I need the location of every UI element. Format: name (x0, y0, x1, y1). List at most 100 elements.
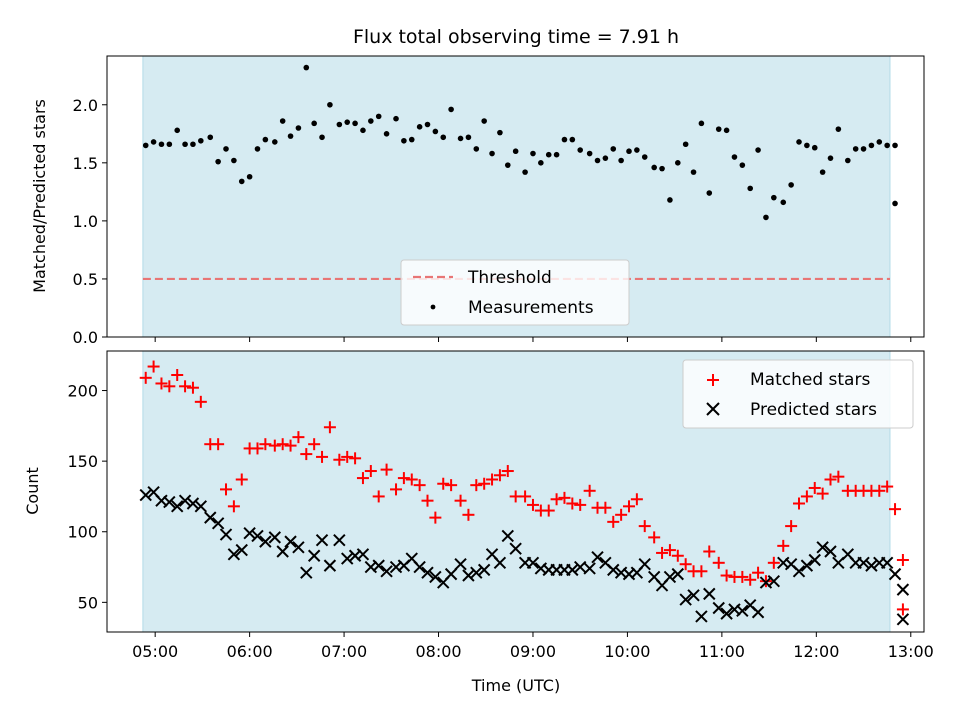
matched-star-point (558, 491, 571, 504)
measurement-point (641, 154, 648, 160)
matched-star-point (712, 556, 725, 569)
top-axes-frame (106, 55, 925, 338)
measurement-point (383, 130, 390, 137)
matched-star-point (171, 369, 184, 382)
matched-star-point (227, 500, 240, 513)
matched-star-point (752, 566, 765, 579)
measurement-point (489, 150, 495, 157)
measurement-point (287, 133, 294, 139)
measurement-point (731, 154, 738, 160)
measurement-point (626, 148, 632, 155)
measurement-point (481, 118, 487, 124)
measurement-point (352, 120, 358, 127)
predicted-star-point (186, 497, 200, 510)
matched-star-point (622, 500, 635, 513)
measurement-point (311, 120, 317, 127)
predicted-star-point (276, 545, 289, 558)
predicted-star-point (315, 534, 329, 547)
measurement-point (884, 142, 890, 149)
bottom-legend: Matched stars Predicted stars (682, 359, 914, 429)
predicted-star-point (284, 535, 297, 548)
measurement-point (408, 136, 415, 143)
matched-star-point (679, 558, 692, 571)
measurement-point (279, 118, 286, 124)
matched-star-point (147, 360, 160, 373)
measurement-point (723, 127, 730, 134)
measurement-point (586, 150, 593, 157)
measurement-point (158, 141, 165, 148)
matched-star-point (421, 494, 434, 507)
measurement-point (868, 142, 875, 149)
measurement-point (876, 139, 883, 145)
matched-star-point (323, 421, 336, 434)
matched-star-point (630, 493, 643, 506)
measurement-point (569, 136, 576, 143)
measurement-point (561, 136, 568, 143)
predicted-star-point (268, 531, 282, 544)
measurement-point (739, 162, 746, 168)
bottom-y-axis: 50 100 150 200 (67, 382, 107, 612)
measurement-point (522, 169, 528, 175)
predicted-star-point (454, 558, 467, 571)
predicted-star-point (194, 500, 208, 513)
matched-star-point (429, 511, 442, 524)
predicted-legend-label: Predicted stars (750, 400, 877, 420)
measurement-points (142, 64, 898, 221)
matched-star-point (566, 497, 579, 510)
measurement-point (618, 157, 624, 164)
measurement-point (231, 157, 237, 164)
top-y-axis: 0.0 0.5 1.0 1.5 2.0 (73, 96, 107, 347)
bottom-y-axis-label: Count (23, 467, 42, 515)
predicted-star-point (703, 587, 716, 601)
measurement-point (262, 136, 269, 143)
bottom-axes-frame (106, 350, 925, 633)
predicted-star-point (163, 495, 176, 509)
matched-star-point (292, 431, 305, 444)
predicted-star-point (178, 494, 192, 507)
top-legend: Threshold Measurements (400, 259, 630, 326)
predicted-star-point (243, 526, 256, 540)
measurement-point (303, 64, 310, 71)
matched-star-point (550, 493, 563, 506)
predicted-star-point (429, 570, 442, 584)
predicted-star-point (583, 562, 596, 575)
y-tick-label: 1.5 (73, 154, 98, 173)
measurement-point (327, 101, 333, 108)
predicted-star-point (857, 556, 870, 570)
measurement-point (319, 134, 325, 141)
matched-star-point (445, 479, 458, 492)
predicted-star-point (896, 613, 910, 626)
matched-star-point (703, 545, 716, 558)
y-tick-label: 0.5 (73, 270, 98, 289)
matched-star-point (793, 497, 806, 510)
matched-star-point (574, 498, 587, 511)
matched-star-point (235, 473, 248, 486)
predicted-star-point (687, 589, 700, 602)
matched-star-point (493, 469, 506, 482)
predicted-star-point (751, 606, 765, 619)
matched-star-point (284, 439, 297, 452)
matched-star-point (186, 381, 199, 394)
predicted-star-point (139, 488, 152, 502)
predicted-star-point (227, 548, 241, 561)
measurement-point (238, 178, 245, 185)
measurement-point (166, 141, 173, 148)
matched-star-point (896, 603, 909, 616)
predicted-star-point (493, 556, 507, 570)
measurement-point (667, 197, 673, 203)
predicted-star-point (526, 556, 540, 570)
matched-star-point (777, 539, 790, 552)
matched-star-point (526, 498, 539, 511)
predicted-star-point (259, 535, 272, 548)
matched-star-point (808, 481, 821, 494)
matched-star-point (349, 452, 362, 465)
predicted-star-point (767, 574, 781, 588)
x-tick-label: 05:00 (132, 642, 178, 661)
measurement-point (375, 113, 382, 120)
predicted-star-point (323, 559, 337, 572)
predicted-star-point (638, 558, 651, 571)
y-tick-label: 150 (67, 452, 98, 471)
y-tick-label: 50 (78, 593, 98, 612)
y-tick-label: 200 (67, 382, 98, 401)
predicted-star-point (808, 553, 821, 567)
